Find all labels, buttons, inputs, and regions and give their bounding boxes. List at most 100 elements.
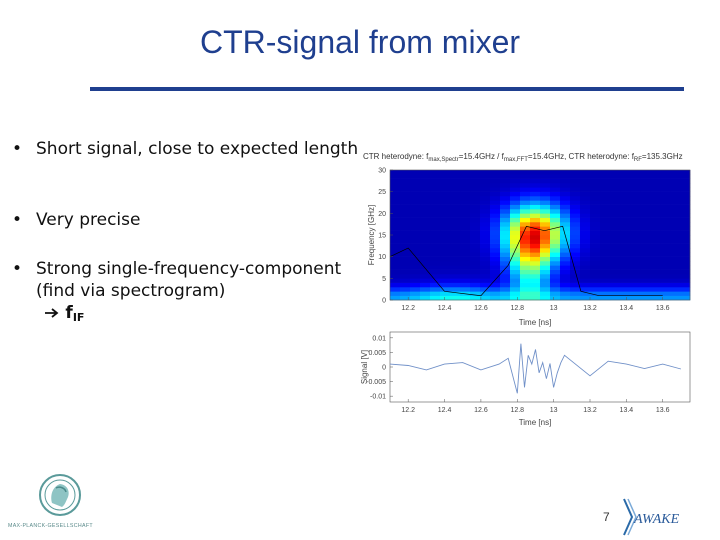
heatmap-cell <box>550 230 561 236</box>
heatmap-cell <box>670 230 681 236</box>
heatmap-cell <box>630 178 641 184</box>
heatmap-cell <box>610 287 621 292</box>
heatmap-cell <box>600 183 611 188</box>
heatmap-cell <box>470 174 481 179</box>
heatmap-cell <box>590 222 601 227</box>
heatmap-cell <box>390 230 401 236</box>
heatmap-cell <box>500 174 511 179</box>
heatmap-cell <box>660 235 671 240</box>
heatmap-cell <box>600 213 611 218</box>
bullet-item-2: • Very precise <box>12 209 381 231</box>
heatmap-cell <box>670 213 681 218</box>
heatmap-cell <box>660 200 671 205</box>
heatmap-cell <box>570 204 581 210</box>
heatmap-cell <box>390 269 401 275</box>
heatmap-cell <box>470 183 481 188</box>
heatmap-cell <box>550 265 561 270</box>
heatmap-cell <box>600 295 611 301</box>
heatmap-cell <box>540 213 551 218</box>
heatmap-cell <box>650 265 661 270</box>
heatmap-cell <box>540 265 551 270</box>
heatmap-cell <box>400 248 411 253</box>
heatmap-cell <box>590 269 601 275</box>
heatmap-cell <box>640 256 651 262</box>
bullet-dot: • <box>12 139 23 159</box>
heatmap-cell <box>470 178 481 184</box>
bullet-dot: • <box>12 210 23 230</box>
heatmap-cell <box>520 256 531 262</box>
heatmap-cell <box>390 295 401 301</box>
heatmap-cell <box>600 256 611 262</box>
heatmap-cell <box>630 243 641 249</box>
heatmap-cell <box>430 204 441 210</box>
heatmap-cell <box>520 278 531 283</box>
heatmap-cell <box>470 243 481 249</box>
heatmap-cell <box>520 295 531 301</box>
heatmap-cell <box>540 178 551 184</box>
heatmap-cell <box>420 265 431 270</box>
heatmap-cell <box>460 287 471 292</box>
heatmap-cell <box>650 226 661 231</box>
heatmap-cell <box>510 222 521 227</box>
heatmap-cell <box>510 213 521 218</box>
heatmap-cell <box>600 196 611 201</box>
heatmap-cell <box>460 256 471 262</box>
heatmap-cell <box>630 239 641 244</box>
heatmap-cell <box>640 282 651 288</box>
heatmap-cell <box>470 256 481 262</box>
heatmap-cell <box>590 174 601 179</box>
heatmap-cell <box>570 187 581 192</box>
heatmap-cell <box>570 274 581 279</box>
heatmap-cell <box>660 222 671 227</box>
heatmap-cell <box>610 200 621 205</box>
heatmap-cell <box>480 291 491 296</box>
heatmap-cell <box>510 217 521 223</box>
heatmap-cell <box>490 217 501 223</box>
heatmap-cell <box>430 235 441 240</box>
heatmap-cell <box>630 183 641 188</box>
heatmap-cell <box>430 252 441 257</box>
heatmap-cell <box>590 239 601 244</box>
heatmap-cell <box>510 265 521 270</box>
heatmap-cell <box>680 256 691 262</box>
heatmap-cell <box>430 200 441 205</box>
heatmap-cell <box>610 274 621 279</box>
heatmap-cell <box>580 235 591 240</box>
heatmap-cell <box>410 178 421 184</box>
heatmap-cell <box>490 178 501 184</box>
heatmap-cell <box>610 282 621 288</box>
heatmap-cell <box>400 226 411 231</box>
max-planck-logo-text: MAX-PLANCK-GESELLSCHAFT <box>8 523 93 529</box>
heatmap-cell <box>410 226 421 231</box>
heatmap-cell <box>600 278 611 283</box>
spectrogram-ytick-label: 5 <box>382 276 386 283</box>
heatmap-cell <box>390 209 401 214</box>
awake-logo-text: AWAKE <box>633 512 680 527</box>
result-line: fIF <box>36 302 381 329</box>
heatmap-cell <box>680 287 691 292</box>
heatmap-cell <box>430 269 441 275</box>
heatmap-cell <box>470 274 481 279</box>
heatmap-cell <box>540 174 551 179</box>
heatmap-cell <box>580 274 591 279</box>
heatmap-cell <box>680 196 691 201</box>
signal-xtick-label: 12.8 <box>510 407 524 414</box>
heatmap-cell <box>560 252 571 257</box>
heatmap-cell <box>480 239 491 244</box>
heatmap-cell <box>560 265 571 270</box>
heatmap-cell <box>660 226 671 231</box>
heatmap-cell <box>590 278 601 283</box>
signal-xlabel: Time [ns] <box>519 418 552 427</box>
heatmap-cell <box>640 291 651 296</box>
heatmap-cell <box>400 235 411 240</box>
heatmap-cell <box>620 170 631 175</box>
heatmap-cell <box>430 295 441 301</box>
heatmap-cell <box>610 222 621 227</box>
heatmap-cell <box>420 217 431 223</box>
heatmap-cell <box>450 269 461 275</box>
heatmap-cell <box>460 187 471 192</box>
heatmap-cell <box>630 265 641 270</box>
heatmap-cell <box>420 200 431 205</box>
heatmap-cell <box>650 291 661 296</box>
heatmap-cell <box>600 217 611 223</box>
